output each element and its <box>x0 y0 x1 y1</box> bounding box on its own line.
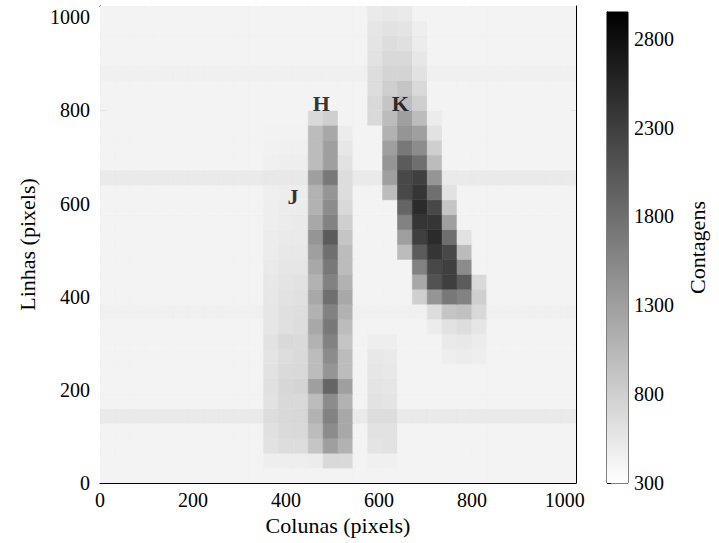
svg-text:2800: 2800 <box>634 28 674 50</box>
svg-text:K: K <box>392 91 409 116</box>
svg-text:200: 200 <box>178 489 208 511</box>
svg-text:300: 300 <box>634 472 664 494</box>
svg-text:1300: 1300 <box>634 294 674 316</box>
svg-text:Contagens: Contagens <box>685 201 710 294</box>
svg-text:400: 400 <box>60 286 90 308</box>
svg-text:800: 800 <box>60 99 90 121</box>
svg-text:H: H <box>313 91 330 116</box>
svg-text:1000: 1000 <box>50 6 90 28</box>
svg-text:J: J <box>287 184 298 209</box>
svg-text:Linhas (pixels): Linhas (pixels) <box>15 178 40 311</box>
svg-text:800: 800 <box>457 489 487 511</box>
svg-text:0: 0 <box>95 489 105 511</box>
svg-text:800: 800 <box>634 383 664 405</box>
svg-text:2300: 2300 <box>634 117 674 139</box>
svg-text:1000: 1000 <box>545 489 585 511</box>
svg-text:0: 0 <box>80 472 90 494</box>
svg-text:400: 400 <box>271 489 301 511</box>
svg-text:200: 200 <box>60 379 90 401</box>
svg-text:Colunas (pixels): Colunas (pixels) <box>266 513 411 538</box>
svg-text:600: 600 <box>364 489 394 511</box>
svg-text:1800: 1800 <box>634 205 674 227</box>
svg-text:600: 600 <box>60 193 90 215</box>
